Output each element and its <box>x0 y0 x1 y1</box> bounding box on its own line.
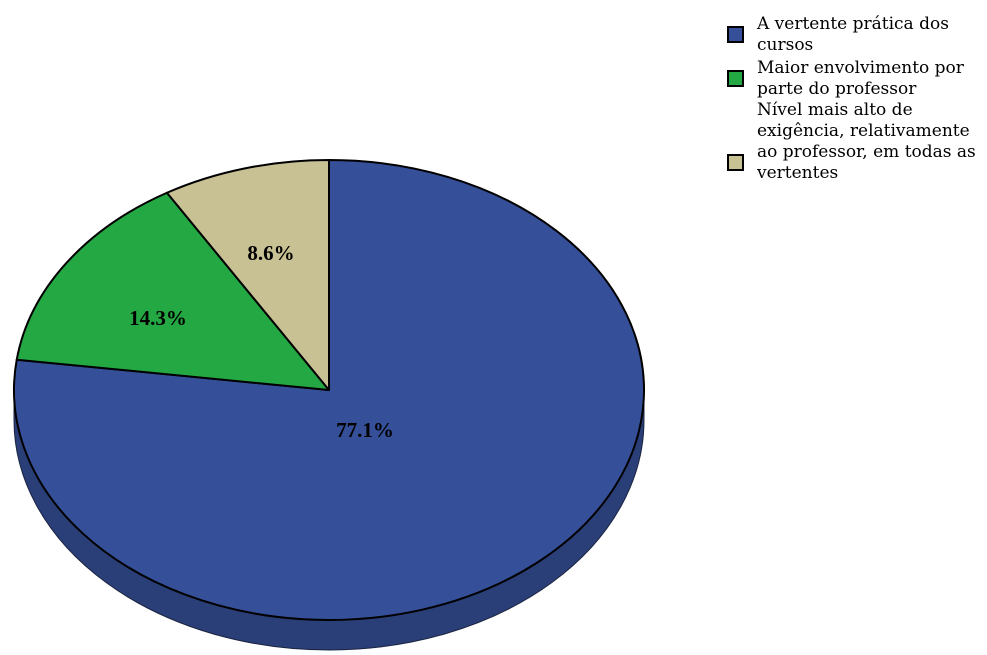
legend-swatch-1 <box>727 70 744 87</box>
pie-slice-2 <box>165 159 330 391</box>
legend-label-1: Maior envolvimento por parte do professo… <box>757 58 964 99</box>
legend: A vertente prática dos cursos Maior envo… <box>727 14 985 184</box>
slice-label-1: 14.3% <box>129 306 187 330</box>
legend-swatch-2 <box>727 154 744 171</box>
pie-slice-0 <box>13 159 645 621</box>
pie-slice-1 <box>15 191 330 391</box>
legend-swatch-0 <box>727 26 744 43</box>
slice-label-0: 77.1% <box>336 418 394 442</box>
slice-label-2: 8.6% <box>247 241 294 265</box>
legend-item: A vertente prática dos cursos <box>727 14 985 56</box>
legend-item: Nível mais alto de exigência, relativame… <box>727 100 985 184</box>
legend-label-0: A vertente prática dos cursos <box>757 14 949 55</box>
legend-label-2: Nível mais alto de exigência, relativame… <box>757 100 976 183</box>
legend-item: Maior envolvimento por parte do professo… <box>727 58 985 100</box>
